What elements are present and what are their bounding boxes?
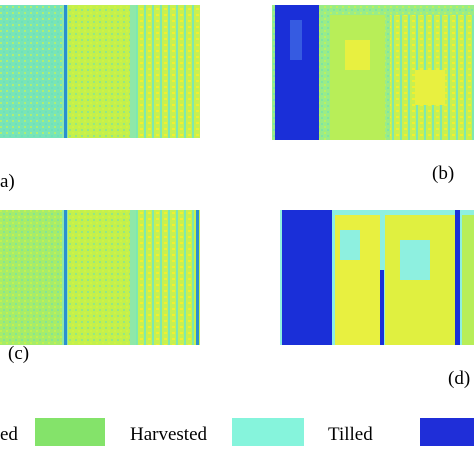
panel-b-image — [272, 5, 474, 140]
panel-label: a) — [0, 171, 15, 192]
legend-swatch — [420, 418, 474, 446]
panel-c-image — [0, 210, 200, 345]
panel-label: (b) — [432, 163, 454, 184]
legend-label: Harvested — [130, 424, 208, 445]
panel-label: (c) — [8, 343, 29, 364]
legend-swatch — [232, 418, 304, 446]
legend-label: Tilled — [328, 424, 373, 445]
legend-swatch — [35, 418, 105, 446]
panel-a-image — [0, 5, 200, 138]
panel-d-image — [280, 210, 474, 345]
panel-label: (d) — [448, 368, 470, 389]
legend-label: ed — [0, 424, 18, 445]
